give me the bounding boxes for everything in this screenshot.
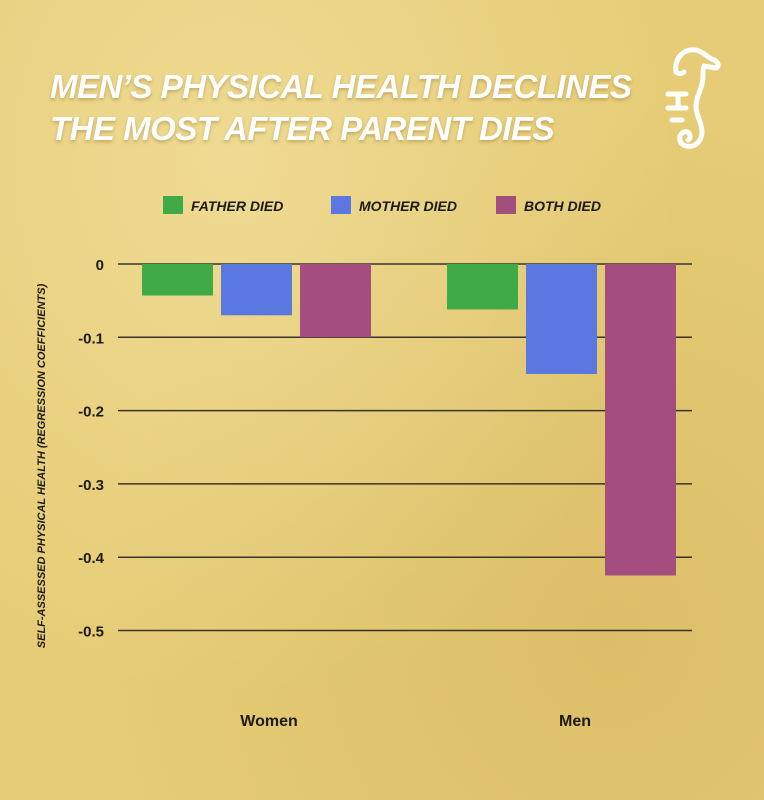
bars [142, 264, 676, 576]
legend-label: FATHER DIED [191, 198, 283, 214]
bar-women-both-died [300, 264, 371, 338]
bar-men-mother-died [526, 264, 597, 374]
chart-title: MEN’S PHYSICAL HEALTH DECLINES THE MOST … [50, 66, 632, 150]
y-tick-label: 0 [96, 257, 104, 274]
y-tick-label: -0.1 [78, 330, 104, 347]
x-axis-categories: Women Men [240, 713, 591, 730]
chart-title-line-2: THE MOST AFTER PARENT DIES [50, 110, 555, 147]
bar-women-mother-died [221, 264, 292, 316]
legend-swatch [331, 196, 351, 214]
x-category-label: Men [559, 713, 591, 730]
y-tick-label: -0.4 [78, 550, 105, 567]
y-axis-ticks: 0 -0.1 -0.2 -0.3 -0.4 -0.5 [78, 257, 105, 641]
legend: FATHER DIED MOTHER DIED BOTH DIED [163, 196, 601, 214]
y-tick-label: -0.3 [78, 477, 104, 494]
bar-men-father-died [447, 264, 518, 310]
legend-label: MOTHER DIED [359, 198, 457, 214]
chart-title-line-1: MEN’S PHYSICAL HEALTH DECLINES [50, 68, 632, 105]
legend-label: BOTH DIED [524, 198, 601, 214]
bar-men-both-died [605, 264, 676, 576]
seahorse-logo-icon [665, 47, 721, 149]
bar-women-father-died [142, 264, 213, 296]
y-tick-label: -0.2 [78, 404, 104, 421]
y-tick-label: -0.5 [78, 624, 104, 641]
legend-swatch [496, 196, 516, 214]
y-axis-label: SELF-ASSESSED PHYSICAL HEALTH (REGRESSIO… [36, 283, 48, 648]
legend-swatch [163, 196, 183, 214]
x-category-label: Women [240, 713, 297, 730]
